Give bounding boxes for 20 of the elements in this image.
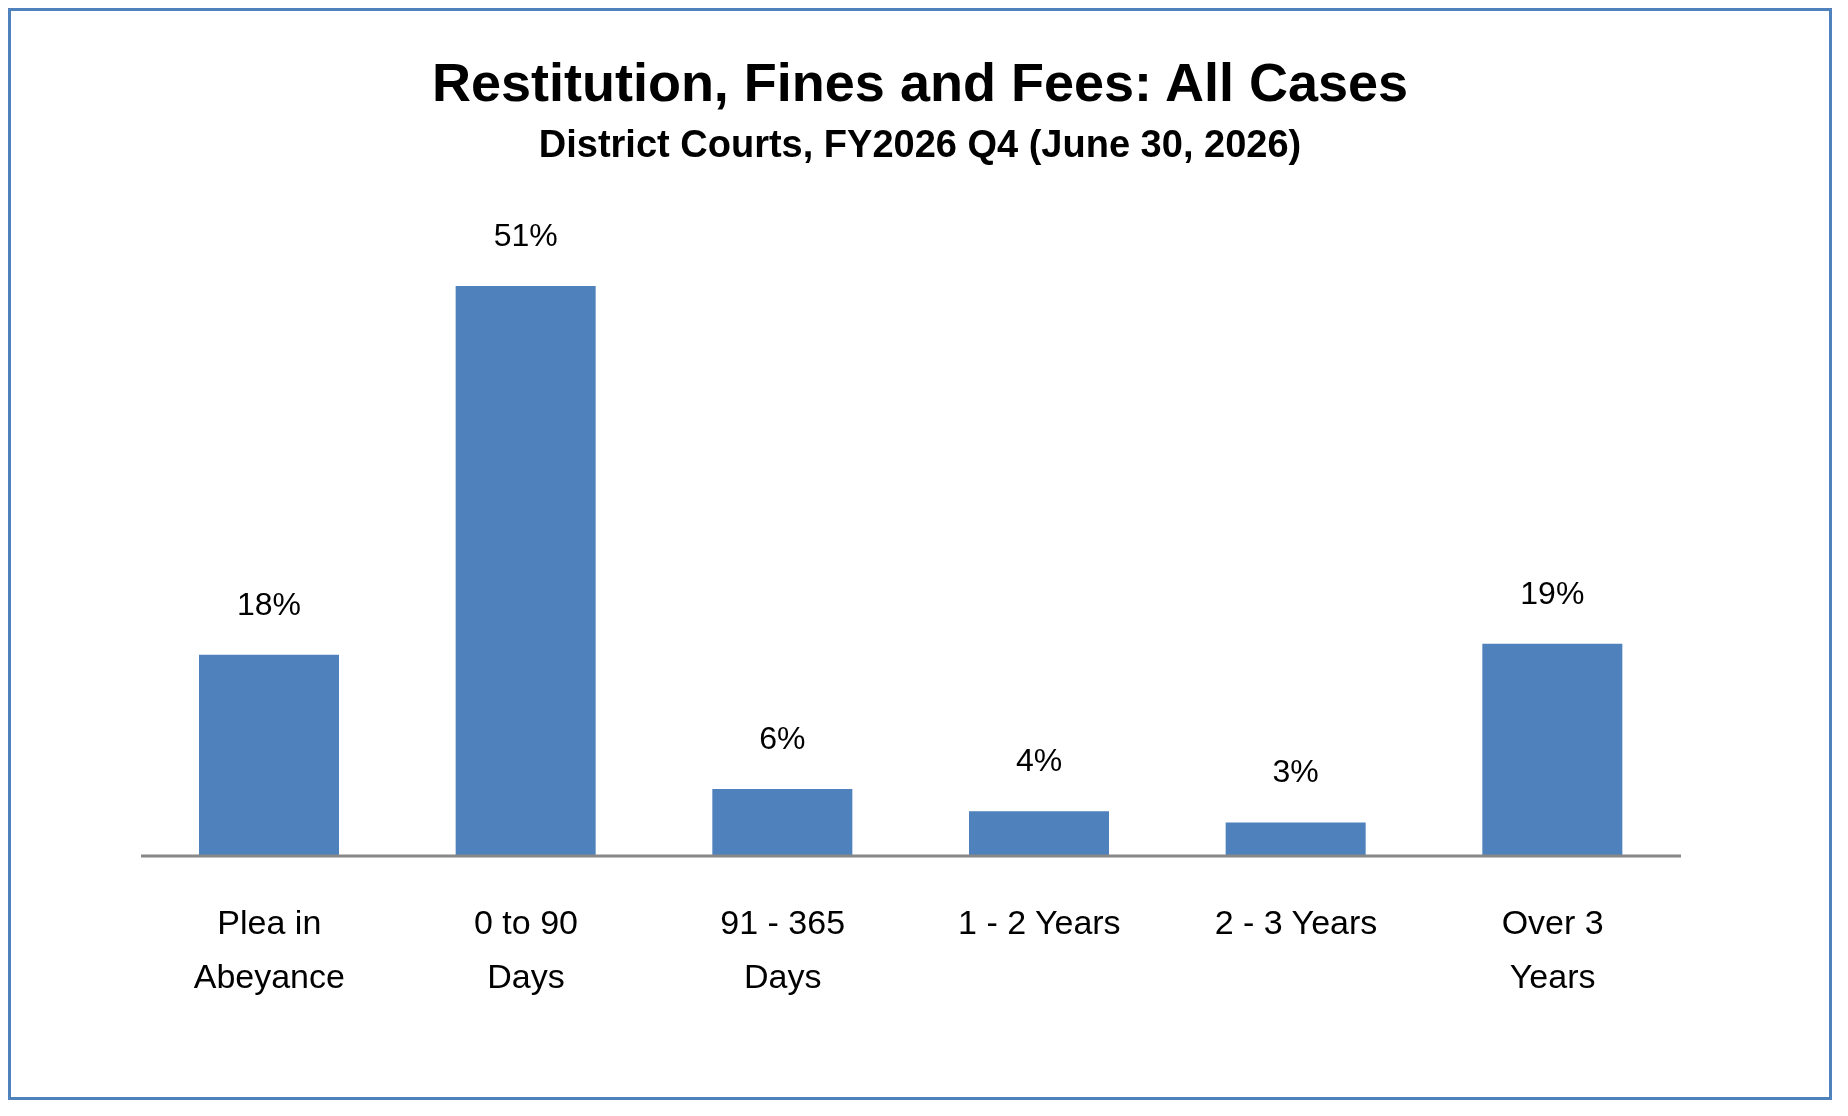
- x-tick-label: 91 - 365 Days: [720, 903, 846, 995]
- x-tick-label: 2 - 3 Years: [1214, 903, 1378, 941]
- x-tick-label: Over 3 Years: [1501, 903, 1604, 995]
- bar: [712, 788, 853, 856]
- x-tick-label: 0 to 90 Days: [474, 903, 578, 995]
- data-label: 6%: [759, 719, 806, 756]
- x-tick-label: Plea in Abeyance: [193, 903, 345, 995]
- chart-title: Restitution, Fines and Fees: All Cases: [430, 51, 1410, 113]
- data-label: 51%: [493, 217, 558, 253]
- chart-subtitle: District Courts, FY2026 Q4 (June 30, 2026): [537, 123, 1303, 166]
- bar: [199, 654, 339, 856]
- data-label: 18%: [236, 585, 302, 622]
- data-label: 19%: [1520, 574, 1585, 611]
- x-tick-label: 1 - 2 Years: [958, 903, 1121, 941]
- bar: [455, 286, 596, 856]
- data-label: 4%: [1015, 742, 1063, 779]
- bar: [1482, 643, 1623, 856]
- bar: [1225, 822, 1366, 856]
- bar: [969, 811, 1109, 856]
- data-label: 3%: [1272, 753, 1319, 790]
